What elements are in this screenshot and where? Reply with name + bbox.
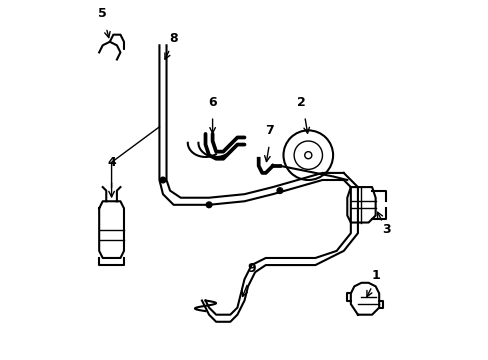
Text: 2: 2 [296, 95, 305, 109]
Circle shape [277, 188, 282, 193]
Text: 6: 6 [208, 95, 217, 109]
Text: 8: 8 [169, 32, 178, 45]
Text: 4: 4 [107, 156, 116, 169]
Text: 5: 5 [98, 7, 107, 20]
Text: 7: 7 [264, 124, 273, 137]
Text: 9: 9 [247, 262, 255, 275]
Circle shape [206, 202, 211, 208]
Text: 1: 1 [370, 269, 379, 282]
Circle shape [160, 177, 165, 183]
Text: 3: 3 [381, 223, 390, 236]
